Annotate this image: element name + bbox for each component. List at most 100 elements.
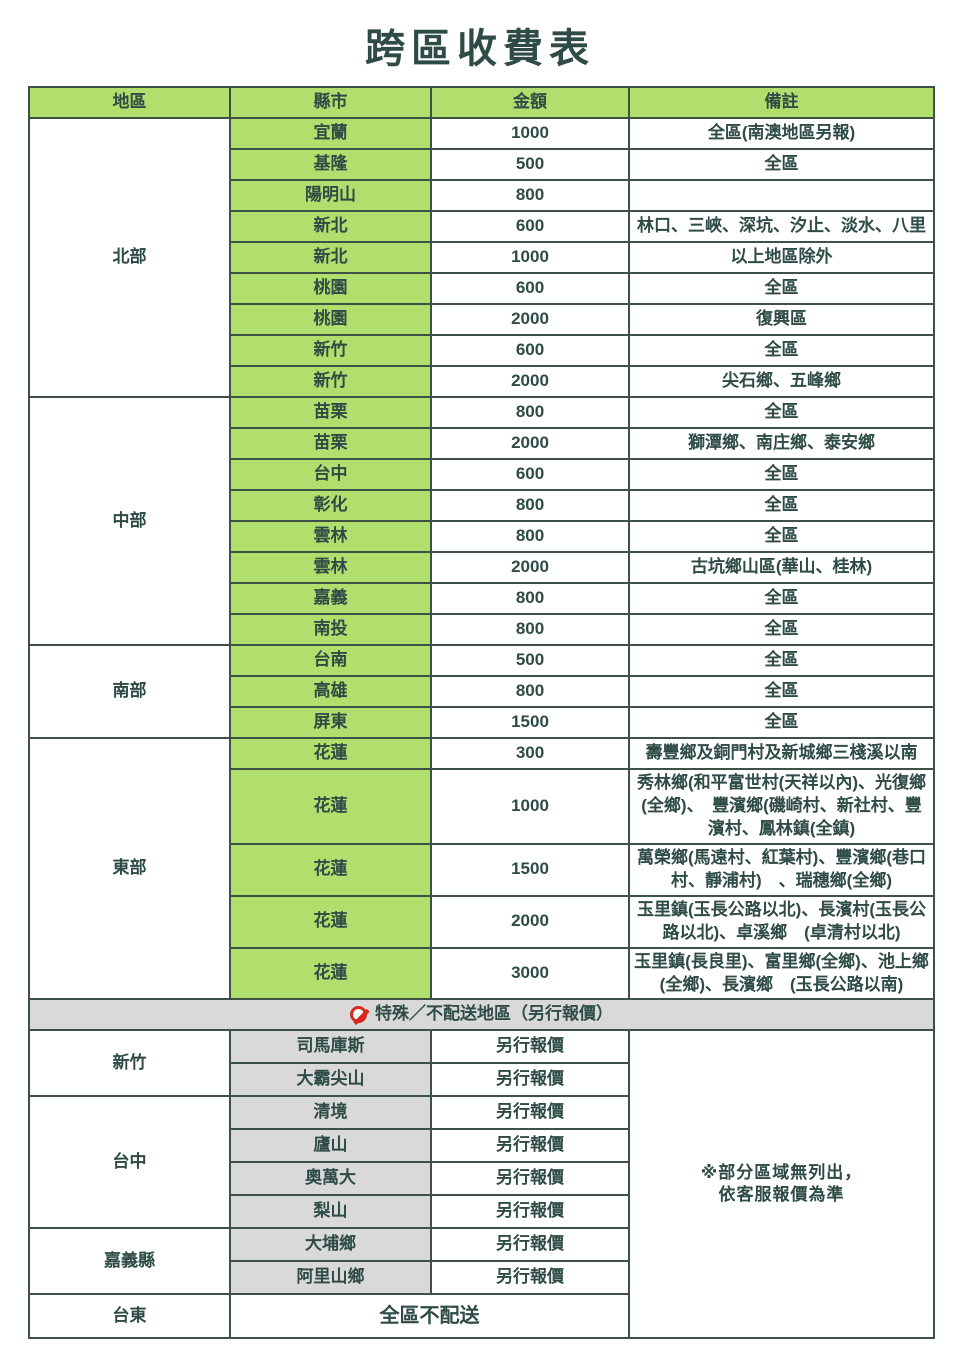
amount-cell: 2000 (430, 551, 630, 584)
note-cell: 秀林鄉(和平富世村(天祥以內)、光復鄉(全鄉)、 豐濱鄉(磯崎村、新社村、豐濱村… (628, 768, 935, 845)
table-row: 阿里山鄉 另行報價 (29, 1260, 934, 1296)
city-cell: 桃園 (229, 303, 432, 336)
city-cell: 基隆 (229, 148, 432, 181)
city-cell: 南投 (229, 613, 432, 646)
table-row: 桃園 2000 復興區 (29, 303, 935, 336)
side-note-line: 依客服報價為準 (718, 1185, 845, 1205)
city-cell: 新竹 (229, 334, 432, 367)
note-cell: 全區(南澳地區另報) (628, 117, 935, 150)
table-row: 南部 台南 500 全區 (28, 644, 935, 739)
quote-cell: 另行報價 (430, 1029, 630, 1065)
quote-cell: 另行報價 (430, 1161, 630, 1197)
table-row: 廬山 另行報價 (29, 1128, 934, 1164)
note-cell: 獅潭鄉、南庄鄉、泰安鄉 (628, 427, 935, 460)
city-cell: 司馬庫斯 (229, 1029, 432, 1065)
city-cell: 陽明山 (229, 179, 432, 212)
city-cell: 花蓮 (229, 842, 432, 897)
note-cell: 萬榮鄉(馬遠村、紅葉村)、豐濱鄉(巷口村、靜浦村) 、瑞穗鄉(全鄉) (628, 842, 935, 897)
city-cell: 大霸尖山 (229, 1062, 432, 1098)
cross-region-fee-table: 地區 縣市 金額 備註 北部 宜蘭 1000 全區(南澳地區另報) 基隆 500 全區 陽明山… (28, 86, 935, 1340)
note-cell: 全區 (628, 582, 935, 615)
city-cell: 屏東 (229, 706, 432, 739)
amount-cell: 2000 (430, 427, 630, 460)
note-cell: 玉里鎮(長良里)、富里鄉(全鄉)、池上鄉(全鄉)、長濱鄉 (玉長公路以南) (628, 946, 935, 1001)
region-cell: 新竹 (28, 1029, 231, 1098)
amount-cell: 800 (430, 675, 630, 708)
header-row: 地區 縣市 金額 備註 (28, 86, 935, 119)
city-cell: 雲林 (229, 520, 432, 553)
column-header-note: 備註 (628, 86, 935, 119)
amount-cell: 2000 (430, 365, 630, 398)
table-row: 苗栗 2000 獅潭鄉、南庄鄉、泰安鄉 (29, 427, 935, 460)
city-cell: 新北 (229, 241, 432, 274)
note-cell: 尖石鄉、五峰鄉 (628, 365, 935, 398)
city-cell: 新竹 (229, 365, 432, 398)
note-cell: 以上地區除外 (628, 241, 935, 274)
city-cell: 台南 (229, 644, 432, 677)
amount-cell: 500 (430, 148, 630, 181)
side-note-line: ※部分區域無列出， (700, 1162, 863, 1182)
table-row: 嘉義 800 全區 (29, 582, 935, 615)
note-cell: 林口、三峽、深坑、汐止、淡水、八里 (628, 210, 935, 243)
quote-cell: 另行報價 (430, 1260, 630, 1296)
table-row: 北部 宜蘭 1000 全區(南澳地區另報) (28, 117, 935, 398)
amount-cell: 1000 (430, 117, 630, 150)
quote-cell: 另行報價 (430, 1227, 630, 1263)
amount-cell: 500 (430, 644, 630, 677)
special-banner-row: 特殊／不配送地區（另行報價） (28, 998, 935, 1032)
note-cell: 全區 (628, 396, 935, 429)
city-cell: 苗栗 (229, 427, 432, 460)
amount-cell: 1500 (430, 706, 630, 739)
amount-cell: 800 (430, 613, 630, 646)
amount-cell: 1000 (430, 241, 630, 274)
quote-cell: 另行報價 (430, 1095, 630, 1131)
amount-cell: 2000 (430, 303, 630, 336)
note-cell: 全區 (628, 613, 935, 646)
city-cell: 苗栗 (229, 396, 432, 429)
region-cell: 台東 (28, 1293, 231, 1340)
city-cell: 花蓮 (229, 768, 432, 845)
quote-cell: 另行報價 (430, 1128, 630, 1164)
column-header-region: 地區 (28, 86, 231, 119)
city-cell: 大埔鄉 (229, 1227, 432, 1263)
amount-cell: 3000 (430, 946, 630, 1001)
note-cell: 古坑鄉山區(華山、桂林) (628, 551, 935, 584)
table-row: 大霸尖山 另行報價 (29, 1062, 934, 1098)
table-row: 台東 全區不配送 (28, 1293, 934, 1340)
region-cell: 北部 (28, 117, 231, 398)
table-row: 花蓮 3000 玉里鎮(長良里)、富里鄉(全鄉)、池上鄉(全鄉)、長濱鄉 (玉長公路… (29, 946, 935, 1001)
table-row: 花蓮 1500 萬榮鄉(馬遠村、紅葉村)、豐濱鄉(巷口村、靜浦村) 、瑞穗鄉(全鄉) (29, 842, 935, 897)
region-cell: 嘉義縣 (28, 1227, 231, 1296)
table-row: 東部 花蓮 300 壽豐鄉及銅門村及新城鄉三棧溪以南 (28, 736, 935, 1001)
note-cell: 復興區 (628, 303, 935, 336)
city-cell: 彰化 (229, 489, 432, 522)
city-cell: 花蓮 (229, 894, 432, 949)
city-cell: 梨山 (229, 1194, 432, 1230)
amount-cell: 600 (430, 334, 630, 367)
table-row: 新竹 600 全區 (29, 334, 935, 367)
table-row: 基隆 500 全區 (29, 148, 935, 181)
no-delivery-cell: 全區不配送 (229, 1293, 630, 1340)
table-row: 雲林 800 全區 (29, 520, 935, 553)
table-row: 台中 600 全區 (29, 458, 935, 491)
table-row: 陽明山 800 (29, 179, 935, 212)
table-row: 花蓮 1000 秀林鄉(和平富世村(天祥以內)、光復鄉(全鄉)、 豐濱鄉(磯崎村、新… (29, 768, 935, 845)
fee-table-body: 北部 宜蘭 1000 全區(南澳地區另報) 基隆 500 全區 陽明山 800 新北 600 林口、三… (28, 117, 935, 1340)
quote-cell: 另行報價 (430, 1062, 630, 1098)
city-cell: 高雄 (229, 675, 432, 708)
amount-cell: 800 (430, 396, 630, 429)
column-header-amount: 金額 (430, 86, 630, 119)
table-row: 雲林 2000 古坑鄉山區(華山、桂林) (29, 551, 935, 584)
region-cell: 南部 (28, 644, 231, 739)
table-row: 台中 清境 另行報價 (28, 1095, 934, 1230)
amount-cell: 2000 (430, 894, 630, 949)
special-banner-cell: 特殊／不配送地區（另行報價） (28, 998, 935, 1032)
table-row: 新北 1000 以上地區除外 (29, 241, 935, 274)
side-note-cell: ※部分區域無列出， 依客服報價為準 (628, 1029, 935, 1340)
no-entry-icon (350, 1006, 367, 1024)
table-row: 梨山 另行報價 (29, 1194, 934, 1230)
table-row: 中部 苗栗 800 全區 (28, 396, 935, 646)
amount-cell: 300 (430, 737, 630, 770)
city-cell: 花蓮 (229, 946, 432, 1001)
amount-cell: 600 (430, 458, 630, 491)
